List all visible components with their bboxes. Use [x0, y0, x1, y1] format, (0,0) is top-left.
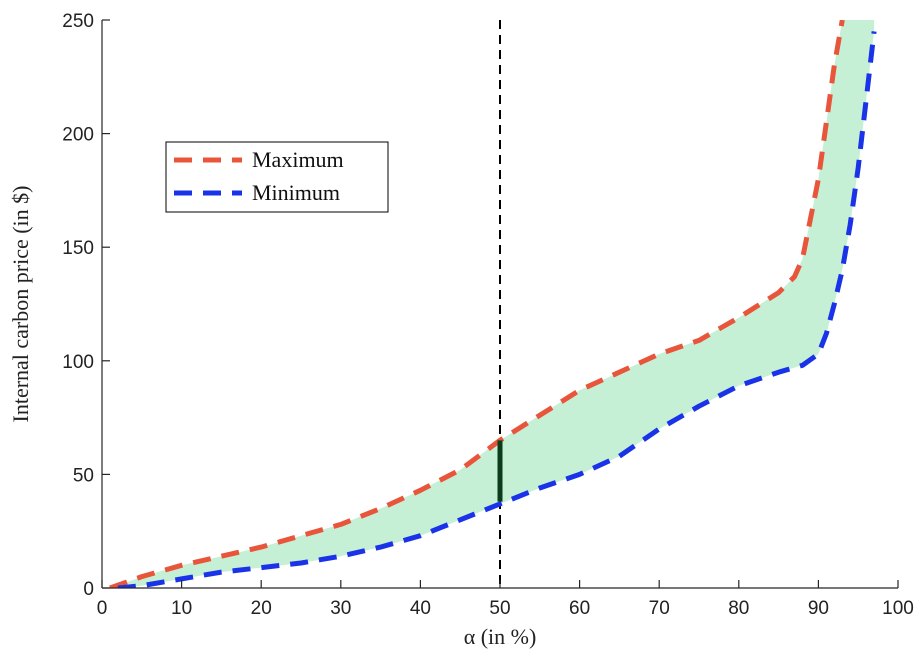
- legend-box: [165, 141, 389, 213]
- y-tick-label: 250: [62, 11, 94, 32]
- legend-label-minimum: Minimum: [252, 180, 340, 205]
- y-tick-label: 0: [83, 579, 94, 600]
- y-axis-label: Internal carbon price (in $): [8, 186, 33, 423]
- y-tick-label: 200: [62, 125, 94, 146]
- x-tick-label: 90: [808, 598, 829, 619]
- plot-area: [109, 20, 877, 588]
- x-tick-label: 80: [728, 598, 749, 619]
- x-tick-label: 100: [882, 598, 914, 619]
- x-tick-label: 10: [171, 598, 192, 619]
- series-line-maximum: [109, 20, 845, 588]
- x-tick-label: 70: [649, 598, 670, 619]
- range-band: [117, 20, 875, 588]
- x-axis-label: α (in %): [464, 624, 537, 649]
- legend: Maximum Minimum: [165, 141, 389, 213]
- series-line-minimum: [117, 31, 877, 588]
- x-tick-label: 20: [251, 598, 272, 619]
- x-tick-label: 0: [97, 598, 108, 619]
- y-tick-label: 50: [73, 465, 94, 486]
- x-tick-label: 40: [410, 598, 431, 619]
- y-tick-label: 100: [62, 352, 94, 373]
- legend-label-maximum: Maximum: [252, 147, 344, 172]
- x-tick-label: 60: [569, 598, 590, 619]
- x-tick-label: 30: [330, 598, 351, 619]
- x-tick-label: 50: [489, 598, 510, 619]
- axes: 0 10 20 30 40 50 60 70 80 90 100 0 50 100 150 200 250: [62, 11, 914, 619]
- y-tick-label: 150: [62, 238, 94, 259]
